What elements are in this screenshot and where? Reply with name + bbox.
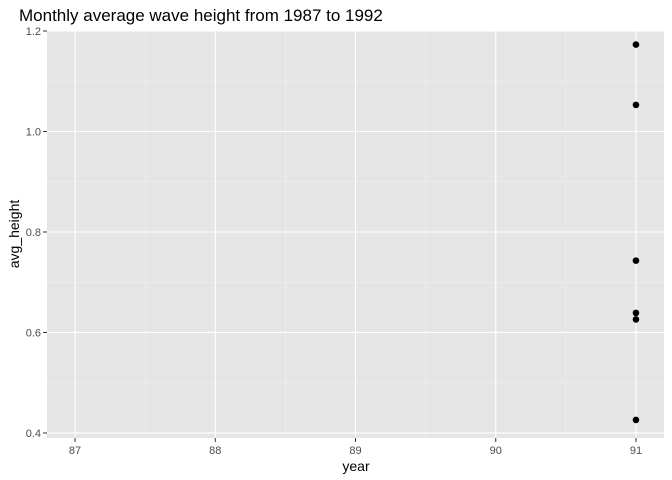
- x-axis-label: year: [342, 458, 370, 474]
- y-tick-label: 1.2: [26, 26, 41, 38]
- y-tick-label: 0.6: [26, 327, 41, 339]
- x-tick-label: 88: [209, 445, 221, 457]
- data-point: [632, 416, 640, 424]
- y-tick-label: 1.0: [26, 126, 41, 138]
- x-tick-label: 91: [630, 445, 642, 457]
- x-tick-label: 90: [490, 445, 502, 457]
- data-point: [632, 309, 640, 317]
- y-tick-label: 0.4: [26, 428, 41, 440]
- data-point: [632, 101, 640, 109]
- x-tick-label: 89: [349, 445, 361, 457]
- x-tick-label: 87: [69, 445, 81, 457]
- grid-lines: [47, 30, 664, 438]
- data-point: [632, 41, 640, 48]
- y-tick-label: 0.8: [26, 227, 41, 239]
- data-points: [632, 41, 640, 424]
- tick-labels: 0.4 0.6 0.8 1.0 1.2 87 88 89 90 91: [26, 26, 642, 457]
- axis-ticks: [43, 30, 637, 442]
- chart-title: Monthly average wave height from 1987 to…: [19, 6, 383, 25]
- data-point: [632, 257, 640, 264]
- data-point: [632, 316, 640, 323]
- y-axis-label: avg_height: [6, 200, 22, 269]
